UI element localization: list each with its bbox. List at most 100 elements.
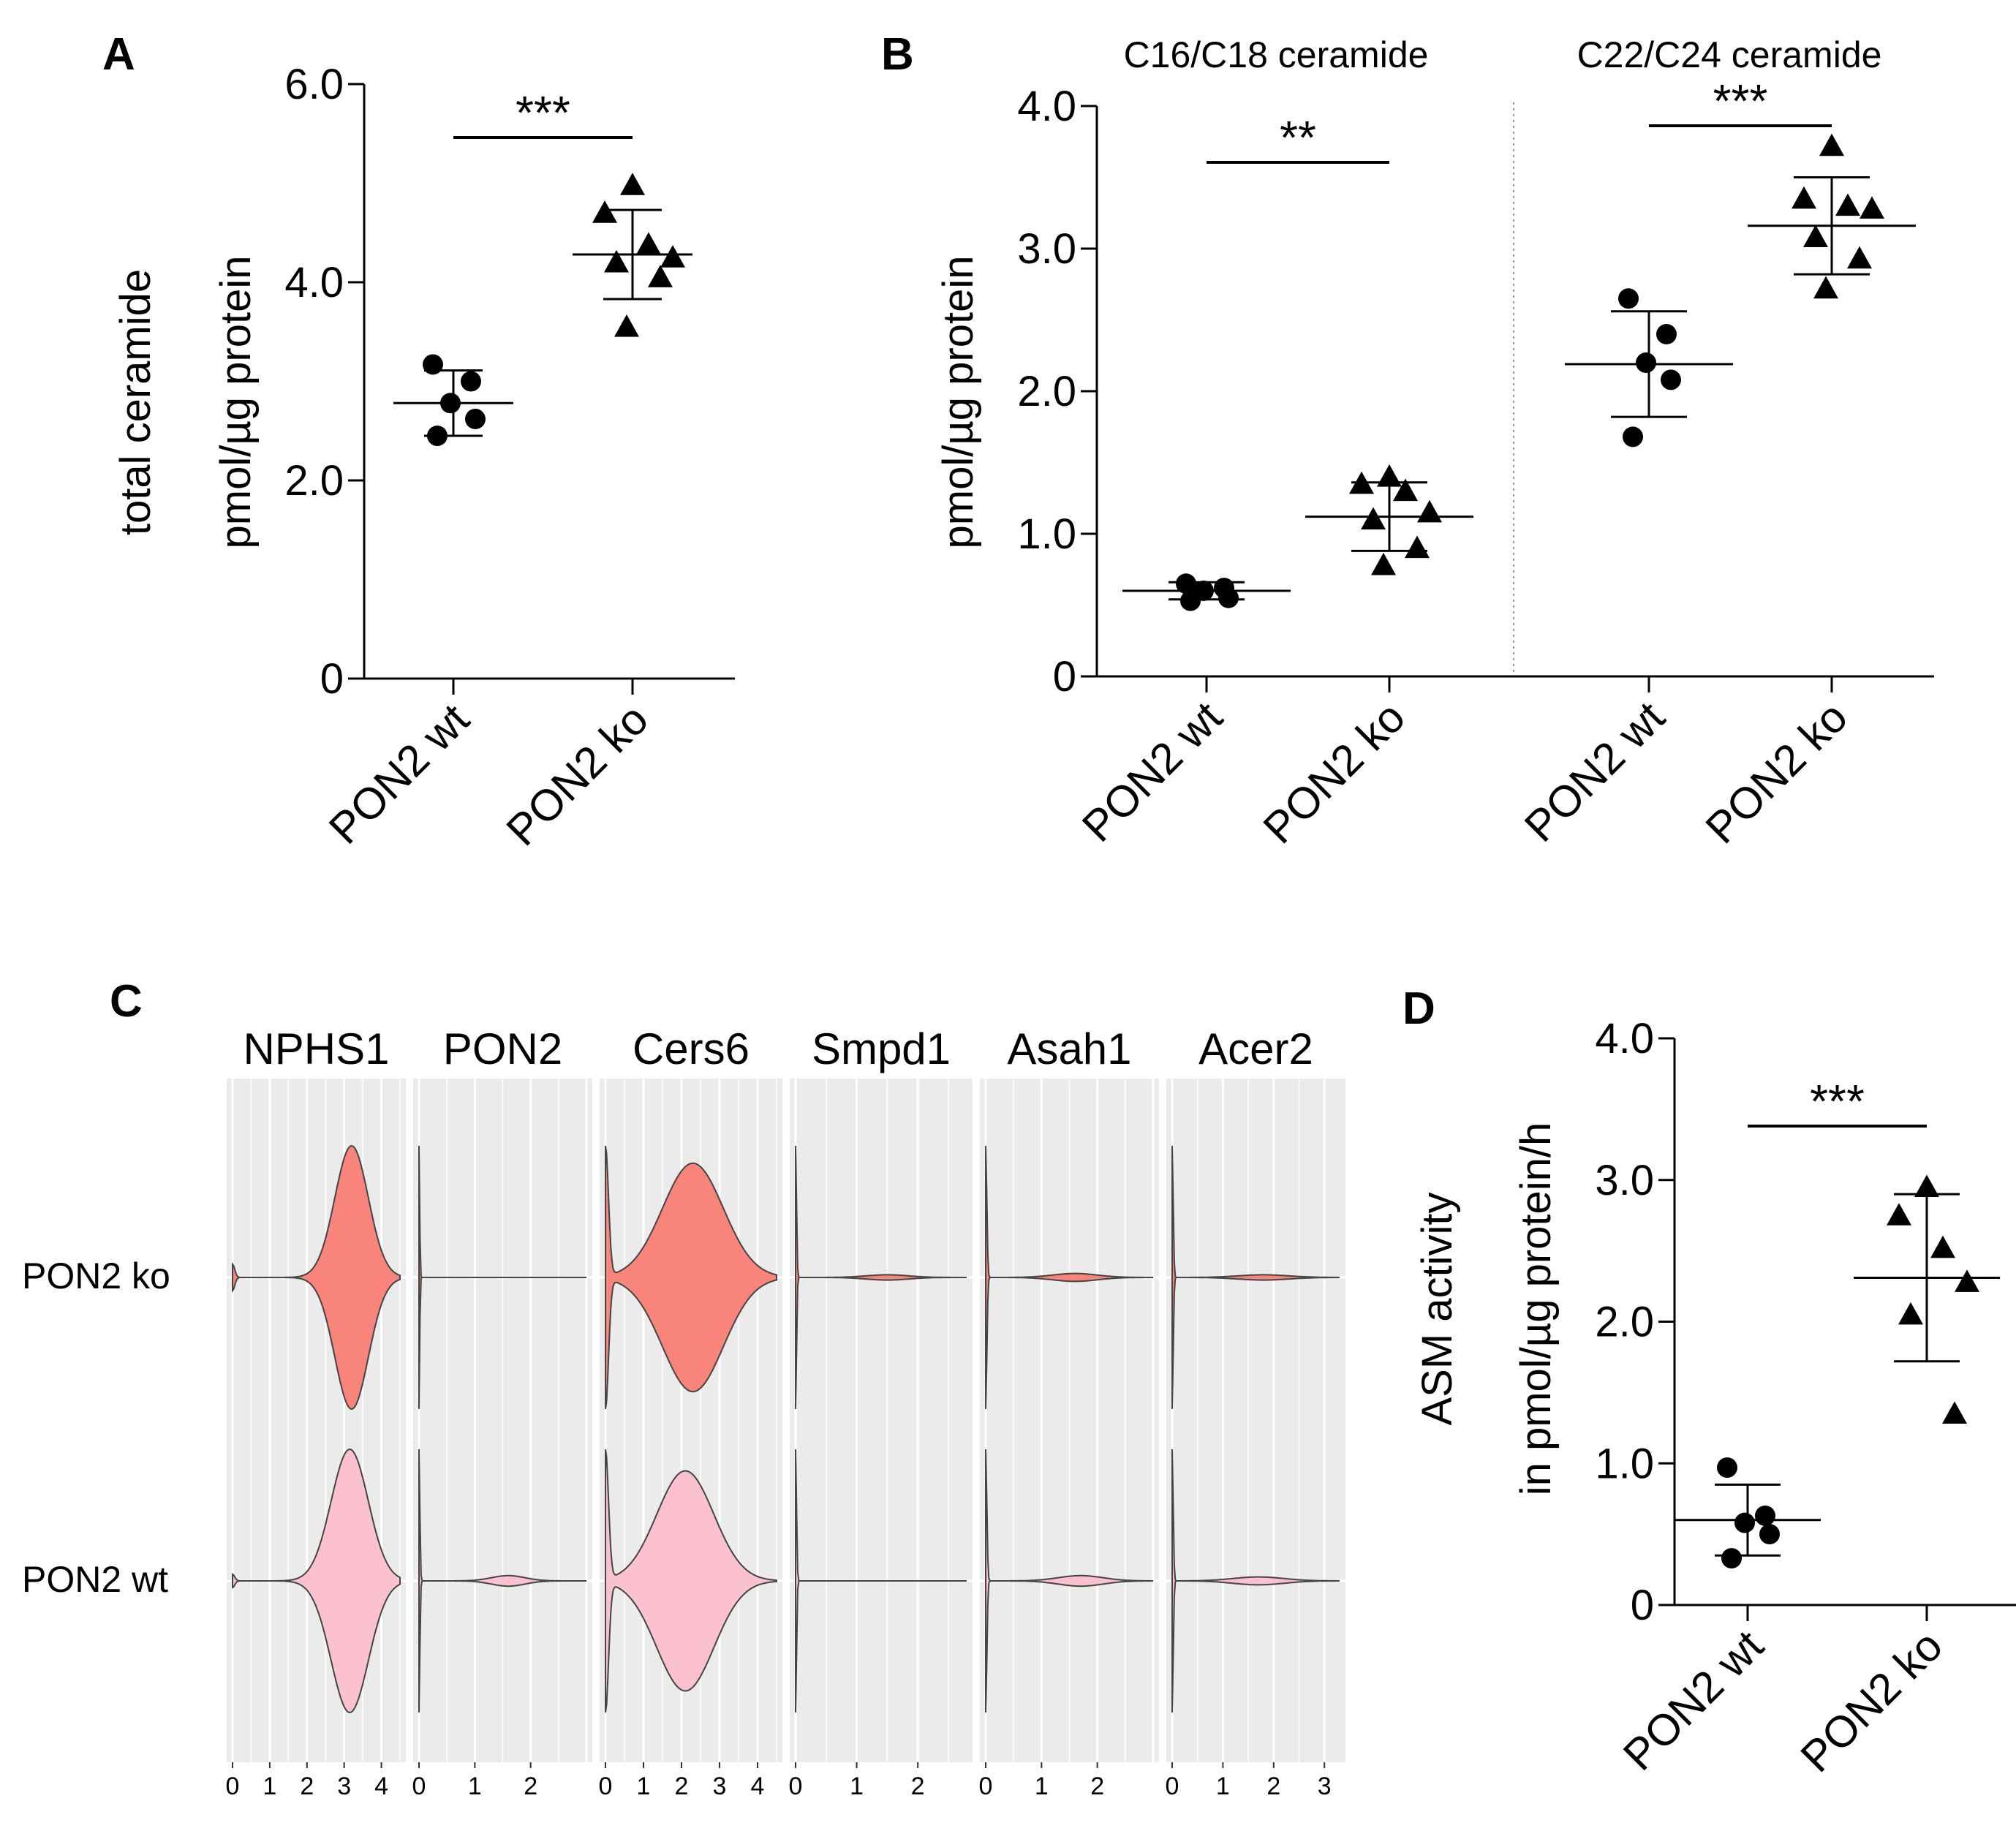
panel-b-data-point xyxy=(1393,478,1418,502)
panel-b-data-point xyxy=(1835,193,1860,216)
panel-c-facet-background xyxy=(1166,1079,1345,1762)
panel-a-data-point xyxy=(440,393,461,414)
panel-a-y-tick-label: 4.0 xyxy=(284,259,344,306)
panel-c-x-tick-label: 1 xyxy=(263,1772,276,1800)
panel-a-data-point xyxy=(427,426,448,447)
panel-c-x-tick-label: 1 xyxy=(1216,1772,1230,1800)
panel-d-y-tick-label: 1.0 xyxy=(1595,1440,1654,1487)
panel-d-data-point xyxy=(1755,1505,1775,1526)
panel-b-data-point xyxy=(1377,464,1402,487)
panel-d-data-point xyxy=(1759,1524,1780,1545)
panel-a-data-point xyxy=(614,314,639,337)
panel-b-y-tick-label: 3.0 xyxy=(1017,225,1076,273)
panel-d-significance-label: *** xyxy=(1810,1075,1865,1128)
panel-b-ylabel: pmol/µg protein xyxy=(935,256,982,549)
panel-c-x-tick-label: 1 xyxy=(850,1772,864,1800)
panel-c-row-label-wt: PON2 wt xyxy=(22,1559,168,1600)
panel-a-data-point xyxy=(636,232,661,255)
panel-c-violin xyxy=(1171,1145,1340,1410)
panel-c-violin xyxy=(605,1145,777,1410)
panel-d-data-point xyxy=(1914,1174,1939,1198)
panel-b-data-point xyxy=(1813,276,1838,299)
panel-d-y-tick-label: 2.0 xyxy=(1595,1299,1654,1346)
panel-a-y-tick-label: 0 xyxy=(320,655,344,703)
panel-d-data-point xyxy=(1734,1512,1755,1533)
panel-c-facet-background xyxy=(790,1079,973,1762)
panel-c-gene-label: Cers6 xyxy=(633,1024,750,1073)
panel-b-significance-label: ** xyxy=(1280,111,1316,164)
panel-c-x-tick-label: 1 xyxy=(1035,1772,1049,1800)
panel-b: B C16/C18 ceramide C22/C24 ceramide pmol… xyxy=(881,29,1934,853)
panel-a-data-point xyxy=(604,249,629,273)
panel-a-data-point xyxy=(423,354,443,375)
panel-a-category-label: PON2 ko xyxy=(497,695,658,856)
panel-b-data-point xyxy=(1176,573,1196,594)
panel-d-y-tick-label: 3.0 xyxy=(1595,1157,1654,1204)
panel-c-violin xyxy=(418,1145,586,1410)
panel-b-data-point xyxy=(1847,246,1872,269)
panel-b-y-tick-label: 0 xyxy=(1053,653,1076,701)
panel-d-letter: D xyxy=(1402,983,1435,1034)
panel-c-violin xyxy=(985,1145,1153,1410)
panel-c-x-tick-label: 0 xyxy=(1166,1772,1179,1800)
panel-d-data-point xyxy=(1930,1235,1955,1258)
panel-b-y-tick-label: 1.0 xyxy=(1017,510,1076,558)
panel-b-data-point xyxy=(1180,590,1201,611)
panel-a-data-point xyxy=(648,265,673,287)
panel-c-violin xyxy=(795,1449,967,1713)
panel-d-data-point xyxy=(1955,1269,1979,1292)
panel-b-subgroup-title-1: C16/C18 ceramide xyxy=(1124,34,1429,75)
panel-b-data-point xyxy=(1405,535,1430,559)
panel-b-letter: B xyxy=(881,29,914,80)
panel-c-x-tick-label: 2 xyxy=(300,1772,314,1800)
panel-d-data-point xyxy=(1887,1203,1911,1226)
panel-a-data-point xyxy=(592,200,617,223)
panel-d-category-label: PON2 wt xyxy=(1614,1621,1773,1780)
panel-a-significance-label: *** xyxy=(516,86,570,139)
panel-c-violin xyxy=(418,1449,586,1713)
panel-b-category-label: PON2 ko xyxy=(1254,692,1415,853)
panel-c-gene-label: Asah1 xyxy=(1007,1024,1131,1073)
panel-c-x-tick-label: 0 xyxy=(412,1772,426,1800)
panel-a: A total ceramide pmol/µg protein 0 2.0 4.0… xyxy=(102,29,735,855)
panel-d-ylabel-line2: in pmol/µg protein/h xyxy=(1512,1122,1560,1496)
panel-c-x-tick-label: 2 xyxy=(675,1772,689,1800)
panel-c-violin xyxy=(232,1144,401,1411)
panel-a-data-point xyxy=(461,371,481,392)
panel-c-x-tick-label: 2 xyxy=(1266,1772,1280,1800)
panel-a-category-label: PON2 wt xyxy=(320,695,478,853)
panel-b-y-tick-label: 4.0 xyxy=(1017,83,1076,130)
panel-c-x-tick-label: 3 xyxy=(337,1772,351,1800)
panel-c-gene-label: Smpd1 xyxy=(812,1024,951,1073)
panel-b-category-label: PON2 wt xyxy=(1515,692,1674,851)
panel-b-data-point xyxy=(1792,186,1816,209)
panel-b-subgroup-title-2: C22/C24 ceramide xyxy=(1577,34,1882,75)
panel-b-significance-label: *** xyxy=(1713,75,1768,127)
panel-c-x-tick-label: 0 xyxy=(979,1772,993,1800)
panel-c-violin xyxy=(232,1448,401,1714)
panel-d-ylabel-line1: ASM activity xyxy=(1413,1192,1461,1425)
panel-b-data-point xyxy=(1417,499,1442,523)
panel-a-data-point xyxy=(620,173,645,195)
panel-d-y-tick-label: 4.0 xyxy=(1595,1015,1654,1062)
panel-c-violin xyxy=(985,1449,1153,1713)
panel-b-data-point xyxy=(1819,133,1844,156)
panel-b-data-point xyxy=(1218,587,1239,608)
panel-b-data-point xyxy=(1636,352,1656,373)
panel-a-data-point xyxy=(465,408,486,429)
panel-c-x-tick-label: 2 xyxy=(911,1772,925,1800)
panel-b-category-label: PON2 ko xyxy=(1696,692,1857,853)
panel-d-category-label: PON2 ko xyxy=(1792,1621,1952,1782)
panel-c-gene-label: PON2 xyxy=(443,1024,562,1073)
panel-c-x-tick-label: 0 xyxy=(599,1772,613,1800)
panel-c-facet-background xyxy=(227,1079,406,1762)
panel-b-data-point xyxy=(1860,196,1884,219)
panel-b-data-point xyxy=(1656,324,1677,344)
panel-c-x-tick-label: 0 xyxy=(226,1772,240,1800)
panel-b-data-point xyxy=(1618,288,1639,309)
panel-c-x-tick-label: 1 xyxy=(468,1772,482,1800)
panel-c-x-tick-label: 2 xyxy=(524,1772,537,1800)
panel-c-x-tick-label: 2 xyxy=(1090,1772,1104,1800)
